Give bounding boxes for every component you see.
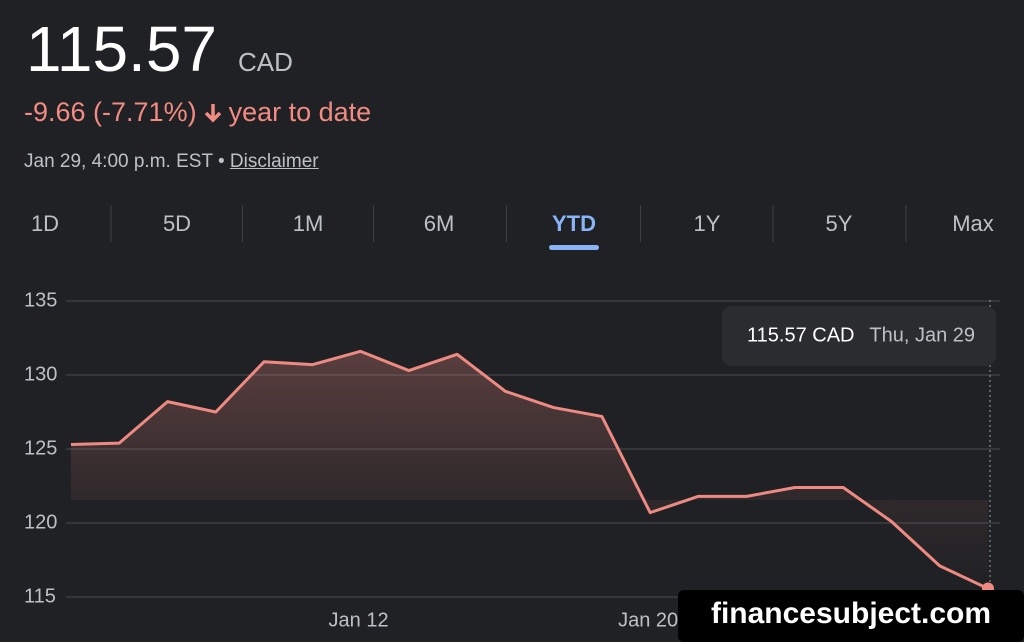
price: 115.57 bbox=[26, 13, 217, 85]
y-tick-label: 135 bbox=[24, 289, 57, 311]
y-tick-label: 125 bbox=[24, 437, 57, 459]
y-tick-label: 120 bbox=[24, 511, 57, 533]
tab[interactable]: 1M bbox=[293, 211, 324, 236]
disclaimer-link[interactable]: Disclaimer bbox=[229, 151, 319, 172]
timestamp: Jan 29, 4:00 p.m. EST bbox=[24, 151, 213, 172]
watermark-box bbox=[678, 590, 1024, 642]
tab[interactable]: 5Y bbox=[826, 211, 853, 236]
tab[interactable]: 1D bbox=[31, 211, 59, 236]
tab[interactable]: YTD bbox=[552, 211, 596, 236]
period-label: year to date bbox=[228, 97, 372, 127]
watermark: financesubject.com bbox=[711, 597, 991, 630]
separator: • bbox=[217, 151, 225, 172]
change: -9.66 (-7.71%) bbox=[24, 97, 197, 127]
price-line bbox=[70, 349, 989, 590]
tooltip-date: Thu, Jan 29 bbox=[869, 324, 975, 346]
x-tick-label: Jan 20 bbox=[618, 609, 678, 631]
tab[interactable]: 5D bbox=[163, 211, 191, 236]
y-tick-label: 115 bbox=[24, 585, 56, 607]
x-tick-label: Jan 12 bbox=[329, 609, 389, 631]
tab[interactable]: 1Y bbox=[694, 211, 721, 236]
change-row: -9.66 (-7.71%) year to date bbox=[24, 97, 371, 128]
down-arrow bbox=[204, 103, 221, 122]
currency: CAD bbox=[238, 47, 293, 77]
y-tick-label: 130 bbox=[24, 363, 57, 385]
area bbox=[71, 351, 988, 589]
tab[interactable]: Max bbox=[952, 211, 994, 236]
timestamp-row: Jan 29, 4:00 p.m. EST • Disclaimer bbox=[24, 151, 319, 173]
tooltip-value: 115.57 CAD bbox=[747, 324, 854, 346]
tooltip-box bbox=[722, 306, 996, 366]
tab[interactable]: 6M bbox=[424, 211, 455, 236]
tab-indicator bbox=[549, 245, 599, 250]
